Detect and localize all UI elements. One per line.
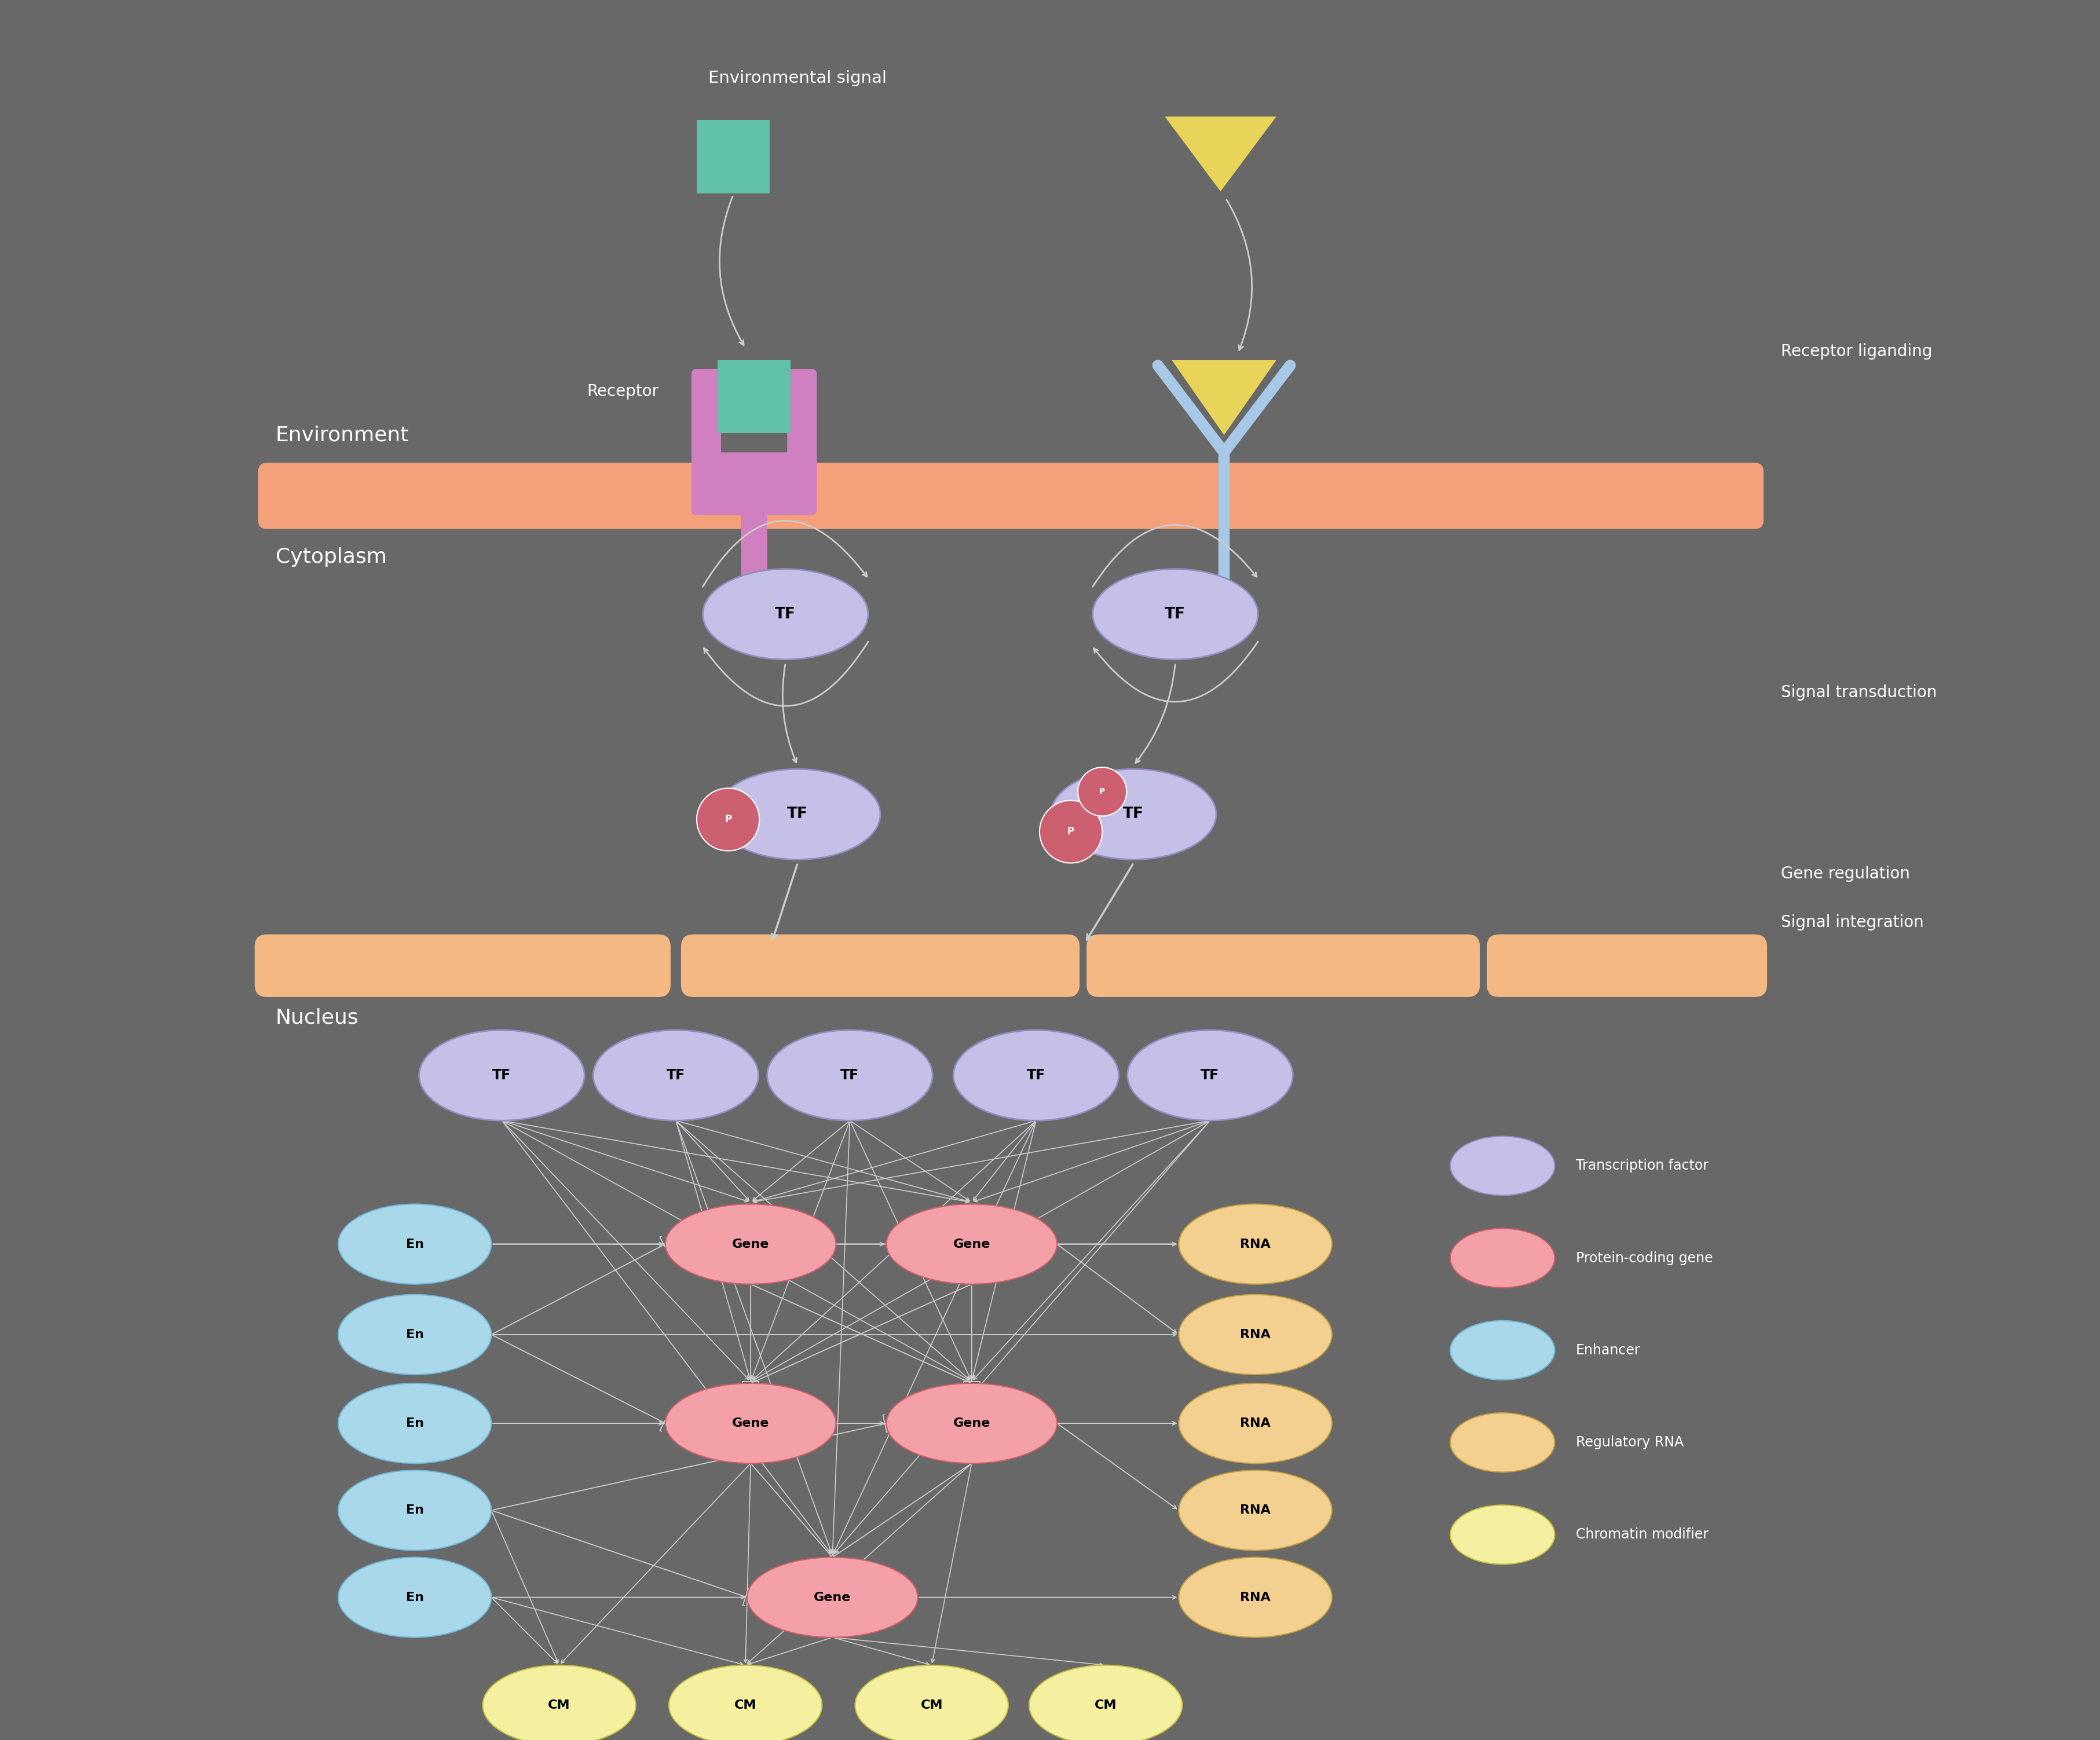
- Text: TF: TF: [666, 1068, 685, 1082]
- FancyBboxPatch shape: [741, 492, 766, 630]
- Text: TF: TF: [1124, 807, 1144, 821]
- Ellipse shape: [714, 769, 880, 860]
- Text: RNA: RNA: [1241, 1505, 1270, 1516]
- Text: Receptor: Receptor: [586, 383, 659, 400]
- Ellipse shape: [766, 1030, 932, 1121]
- Ellipse shape: [886, 1383, 1056, 1463]
- Ellipse shape: [1092, 569, 1258, 659]
- Text: Signal integration: Signal integration: [1781, 914, 1924, 931]
- Text: Environmental signal: Environmental signal: [708, 70, 886, 87]
- Text: CM: CM: [735, 1700, 756, 1710]
- Ellipse shape: [1178, 1295, 1331, 1375]
- Ellipse shape: [1451, 1321, 1554, 1380]
- Text: Environment: Environment: [275, 425, 410, 445]
- Ellipse shape: [338, 1204, 491, 1284]
- Ellipse shape: [1451, 1505, 1554, 1564]
- Text: Protein-coding gene: Protein-coding gene: [1575, 1251, 1714, 1265]
- Ellipse shape: [1029, 1665, 1182, 1740]
- Ellipse shape: [855, 1665, 1008, 1740]
- Text: RNA: RNA: [1241, 1329, 1270, 1340]
- Text: RNA: RNA: [1241, 1239, 1270, 1249]
- Ellipse shape: [1050, 769, 1216, 860]
- Ellipse shape: [1178, 1557, 1331, 1637]
- Text: Signal transduction: Signal transduction: [1781, 684, 1936, 701]
- FancyBboxPatch shape: [680, 934, 1079, 997]
- Ellipse shape: [338, 1470, 491, 1550]
- FancyBboxPatch shape: [691, 452, 817, 515]
- Ellipse shape: [666, 1204, 836, 1284]
- Text: Enhancer: Enhancer: [1575, 1343, 1640, 1357]
- Ellipse shape: [420, 1030, 584, 1121]
- Ellipse shape: [338, 1295, 491, 1375]
- Text: P: P: [1067, 827, 1075, 837]
- FancyBboxPatch shape: [718, 360, 792, 433]
- Text: TF: TF: [787, 807, 808, 821]
- Ellipse shape: [592, 1030, 758, 1121]
- Text: Gene: Gene: [953, 1418, 991, 1429]
- Text: En: En: [405, 1418, 424, 1429]
- Text: Gene regulation: Gene regulation: [1781, 865, 1911, 882]
- Ellipse shape: [886, 1204, 1056, 1284]
- Ellipse shape: [1077, 767, 1126, 816]
- Ellipse shape: [1178, 1383, 1331, 1463]
- Text: Receptor liganding: Receptor liganding: [1781, 343, 1932, 360]
- Text: En: En: [405, 1329, 424, 1340]
- Ellipse shape: [1451, 1228, 1554, 1288]
- Text: Gene: Gene: [733, 1418, 769, 1429]
- Text: Chromatin modifier: Chromatin modifier: [1575, 1528, 1707, 1542]
- Ellipse shape: [338, 1557, 491, 1637]
- FancyBboxPatch shape: [787, 369, 817, 492]
- Text: Nucleus: Nucleus: [275, 1007, 359, 1028]
- Polygon shape: [1166, 117, 1277, 191]
- Text: En: En: [405, 1239, 424, 1249]
- FancyBboxPatch shape: [1487, 934, 1766, 997]
- Ellipse shape: [1128, 1030, 1294, 1121]
- Ellipse shape: [483, 1665, 636, 1740]
- Ellipse shape: [670, 1665, 821, 1740]
- Text: P: P: [724, 814, 731, 825]
- Text: Cytoplasm: Cytoplasm: [275, 546, 386, 567]
- Ellipse shape: [748, 1557, 918, 1637]
- Text: Gene: Gene: [733, 1239, 769, 1249]
- Text: TF: TF: [840, 1068, 859, 1082]
- Text: RNA: RNA: [1241, 1592, 1270, 1603]
- FancyBboxPatch shape: [697, 120, 771, 193]
- Text: TF: TF: [493, 1068, 510, 1082]
- FancyBboxPatch shape: [691, 369, 720, 492]
- Text: TF: TF: [1201, 1068, 1220, 1082]
- Text: En: En: [405, 1505, 424, 1516]
- Text: TF: TF: [775, 607, 796, 621]
- Text: RNA: RNA: [1241, 1418, 1270, 1429]
- Ellipse shape: [1178, 1204, 1331, 1284]
- Text: TF: TF: [1166, 607, 1186, 621]
- Text: CM: CM: [920, 1700, 943, 1710]
- Ellipse shape: [338, 1383, 491, 1463]
- Ellipse shape: [1039, 800, 1102, 863]
- FancyBboxPatch shape: [254, 934, 670, 997]
- Ellipse shape: [1451, 1413, 1554, 1472]
- Ellipse shape: [704, 569, 867, 659]
- FancyBboxPatch shape: [1086, 934, 1480, 997]
- Ellipse shape: [697, 788, 760, 851]
- Text: CM: CM: [548, 1700, 571, 1710]
- Text: CM: CM: [1094, 1700, 1117, 1710]
- Text: Regulatory RNA: Regulatory RNA: [1575, 1436, 1684, 1449]
- Text: Transcription factor: Transcription factor: [1575, 1159, 1707, 1173]
- FancyBboxPatch shape: [258, 463, 1764, 529]
- Text: Gene: Gene: [815, 1592, 850, 1603]
- Text: Gene: Gene: [953, 1239, 991, 1249]
- Text: En: En: [405, 1592, 424, 1603]
- Polygon shape: [1172, 360, 1277, 435]
- Ellipse shape: [953, 1030, 1119, 1121]
- Ellipse shape: [666, 1383, 836, 1463]
- Ellipse shape: [1178, 1470, 1331, 1550]
- Text: TF: TF: [1027, 1068, 1046, 1082]
- Ellipse shape: [1451, 1136, 1554, 1195]
- Text: P: P: [1098, 788, 1105, 795]
